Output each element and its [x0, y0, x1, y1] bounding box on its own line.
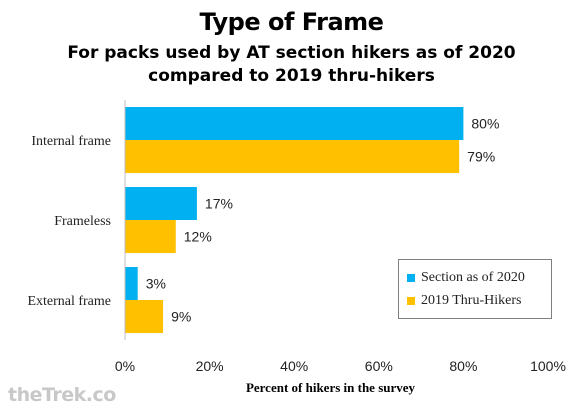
- legend-swatch-thru-hikers: [407, 296, 415, 305]
- x-tick-label-100: 100%: [530, 358, 566, 374]
- x-tick-label-40: 40%: [280, 358, 308, 374]
- category-label-external-frame: External frame: [27, 294, 111, 309]
- data-label-external-frame-series-0: 3%: [146, 276, 166, 292]
- category-label-frameless: Frameless: [54, 214, 111, 229]
- x-axis-title: Percent of hikers in the survey: [246, 380, 416, 395]
- legend-item-section: Section as of 2020: [407, 266, 543, 289]
- legend-swatch-section: [407, 273, 415, 282]
- category-labels: Internal frame Frameless External frame: [27, 134, 111, 309]
- data-label-external-frame-series-1: 9%: [171, 309, 191, 325]
- legend: Section as of 2020 2019 Thru-Hikers: [398, 259, 552, 319]
- legend-label-section: Section as of 2020: [421, 269, 525, 285]
- chart-subtitle: For packs used by AT section hikers as o…: [67, 43, 516, 86]
- bars-group: [125, 107, 464, 333]
- watermark-logo: theTrek.co: [8, 384, 116, 406]
- data-label-internal-frame-series-1: 79%: [467, 149, 495, 165]
- category-label-internal-frame: Internal frame: [31, 134, 111, 149]
- data-label-frameless-series-1: 12%: [184, 229, 212, 245]
- bar-frameless-series-1: [125, 220, 176, 253]
- chart-title: Type of Frame: [199, 8, 384, 36]
- legend-label-thru-hikers: 2019 Thru-Hikers: [421, 292, 522, 308]
- bar-internal-frame-series-1: [125, 140, 460, 173]
- bar-external-frame-series-0: [125, 267, 138, 300]
- x-tick-label-80: 80%: [449, 358, 477, 374]
- bar-internal-frame-series-0: [125, 107, 464, 140]
- legend-item-thru-hikers: 2019 Thru-Hikers: [407, 289, 543, 312]
- bar-external-frame-series-1: [125, 300, 164, 333]
- data-label-internal-frame-series-0: 80%: [471, 116, 499, 132]
- x-tick-labels: 0% 20% 40% 60% 80% 100%: [115, 358, 566, 374]
- x-tick-label-60: 60%: [365, 358, 393, 374]
- x-tick-label-0: 0%: [115, 358, 135, 374]
- x-tick-label-20: 20%: [196, 358, 224, 374]
- data-label-frameless-series-0: 17%: [205, 196, 233, 212]
- bar-frameless-series-0: [125, 187, 197, 220]
- data-labels: 80% 79% 17% 12% 3% 9%: [146, 116, 500, 325]
